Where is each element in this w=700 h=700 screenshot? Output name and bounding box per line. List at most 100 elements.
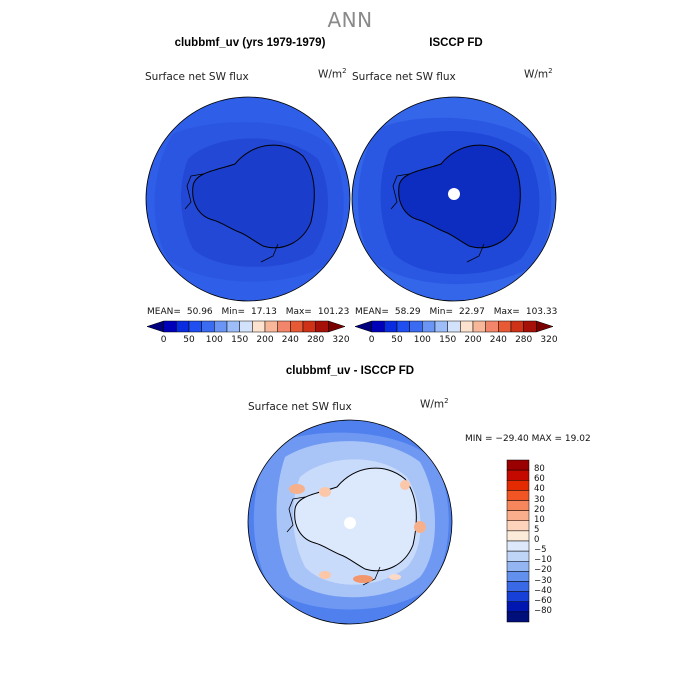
colorbar-ticks-diff: 80 60 40 30 20 10 5 0 −5 −10 −20 −30 −40 −60 −80 [532, 460, 572, 622]
colorbar-tick-label: −80 [534, 605, 552, 616]
colorbar-tick-label: 0 [160, 335, 167, 345]
colorbar-swatch [422, 320, 436, 333]
colorbar-tick-label: −40 [534, 585, 552, 596]
colorbar-swatch [506, 490, 530, 501]
colorbar-swatch [447, 320, 461, 333]
colorbar-tick-label: 5 [534, 524, 540, 535]
colorbar-ticks-obs: 0 50 100 150 200 240 280 320 [355, 335, 558, 347]
colorbar-swatch [302, 320, 316, 333]
colorbar-swatch [315, 320, 329, 333]
map-border [247, 419, 453, 625]
panel-title-obs: ISCCP FD [429, 37, 483, 49]
colorbar-tick-label: 60 [534, 474, 545, 485]
colorbar-tick-label: 280 [307, 335, 325, 345]
colorbar-tick-label: −10 [534, 555, 552, 566]
colorbar-swatch [506, 459, 530, 471]
colorbar-tick-label: 10 [534, 514, 545, 525]
colorbar-model [146, 320, 346, 333]
positive-anomaly-patch [353, 575, 373, 583]
colorbar-swatch [506, 530, 530, 542]
colorbar-swatch [201, 320, 215, 333]
colorbar-swatch [506, 611, 530, 623]
polar-map-obs [351, 96, 557, 302]
map-border [145, 96, 351, 302]
colorbar-swatch [176, 320, 190, 333]
colorbar-swatch [472, 320, 486, 333]
colorbar-swatch [506, 550, 530, 562]
colorbar-tick-label: 200 [256, 335, 274, 345]
colorbar-tick-label: −20 [534, 565, 552, 576]
ross-sea-outline [260, 243, 279, 263]
colorbar-tick-label: 0 [368, 335, 375, 345]
units-label-diff: W/m2 [420, 397, 449, 411]
panel-title-diff: clubbmf_uv - ISCCP FD [285, 365, 415, 377]
colorbar-swatch [214, 320, 228, 333]
colorbar-tick-label: −5 [534, 545, 547, 556]
colorbar-swatch [506, 469, 530, 481]
variable-label-model: Surface net SW flux [145, 71, 249, 83]
units-label-obs: W/m2 [524, 67, 553, 81]
colorbar-swatch [328, 320, 346, 333]
variable-label-obs: Surface net SW flux [352, 71, 456, 83]
positive-anomaly-patch [319, 487, 331, 497]
colorbar-tick-label: 30 [534, 494, 545, 505]
colorbar-swatch [506, 571, 530, 582]
peninsula-outline [390, 173, 410, 210]
map-border [351, 96, 557, 302]
colorbar-swatch [460, 320, 474, 333]
panel-title-model: clubbmf_uv (yrs 1979-1979) [174, 37, 326, 49]
colorbar-tick-label: 20 [534, 504, 545, 515]
missing-data-pole [448, 188, 460, 200]
colorbar-tick-label: 0 [534, 535, 540, 545]
polar-map-diff [247, 419, 453, 625]
antarctica-outline [192, 144, 315, 249]
colorbar-swatch [264, 320, 278, 333]
colorbar-swatch [396, 320, 410, 333]
colorbar-swatch [354, 320, 372, 333]
colorbar-swatch [506, 591, 530, 602]
colorbar-swatch [506, 520, 530, 532]
colorbar-tick-label: 100 [413, 335, 431, 345]
positive-anomaly-patch [414, 521, 426, 533]
page-title: ANN [327, 8, 373, 32]
colorbar-swatch [536, 320, 554, 333]
colorbar-swatch [506, 561, 530, 572]
colorbar-swatch [485, 320, 499, 333]
positive-anomaly-patch [319, 571, 331, 579]
ross-sea-outline [362, 566, 381, 586]
positive-anomaly-patch [400, 480, 410, 490]
colorbar-swatch [523, 320, 537, 333]
colorbar-swatch [506, 480, 530, 491]
colorbar-swatch [510, 320, 524, 333]
colorbar-tick-label: 320 [540, 335, 558, 345]
colorbar-swatch [506, 581, 530, 592]
colorbar-swatch [506, 540, 530, 552]
polar-map-model [145, 96, 351, 302]
colorbar-swatch [506, 601, 530, 613]
colorbar-swatch [239, 320, 253, 333]
colorbar-swatch [434, 320, 448, 333]
ross-sea-outline [466, 243, 485, 263]
colorbar-ticks-model: 0 50 100 150 200 240 280 320 [147, 335, 350, 347]
missing-data-pole [344, 517, 356, 529]
colorbar-swatch [146, 320, 164, 333]
stats-diff: MIN = −29.40 MAX = 19.02 [465, 434, 591, 444]
colorbar-swatch [384, 320, 398, 333]
colorbar-tick-label: −30 [534, 575, 552, 586]
colorbar-swatch [252, 320, 266, 333]
colorbar-tick-label: 40 [534, 484, 545, 495]
colorbar-swatch [506, 510, 530, 521]
colorbar-tick-label: 240 [489, 335, 507, 345]
units-label-model: W/m2 [318, 67, 347, 81]
peninsula-outline [184, 173, 204, 210]
peninsula-outline [286, 496, 306, 533]
colorbar-tick-label: 50 [183, 335, 195, 345]
colorbar-tick-label: −60 [534, 595, 552, 606]
positive-anomaly-patch [289, 484, 305, 494]
colorbar-tick-label: 240 [281, 335, 299, 345]
colorbar-swatch [290, 320, 304, 333]
colorbar-tick-label: 100 [205, 335, 223, 345]
colorbar-obs [354, 320, 554, 333]
colorbar-tick-label: 80 [534, 464, 545, 475]
colorbar-swatch [163, 320, 177, 333]
